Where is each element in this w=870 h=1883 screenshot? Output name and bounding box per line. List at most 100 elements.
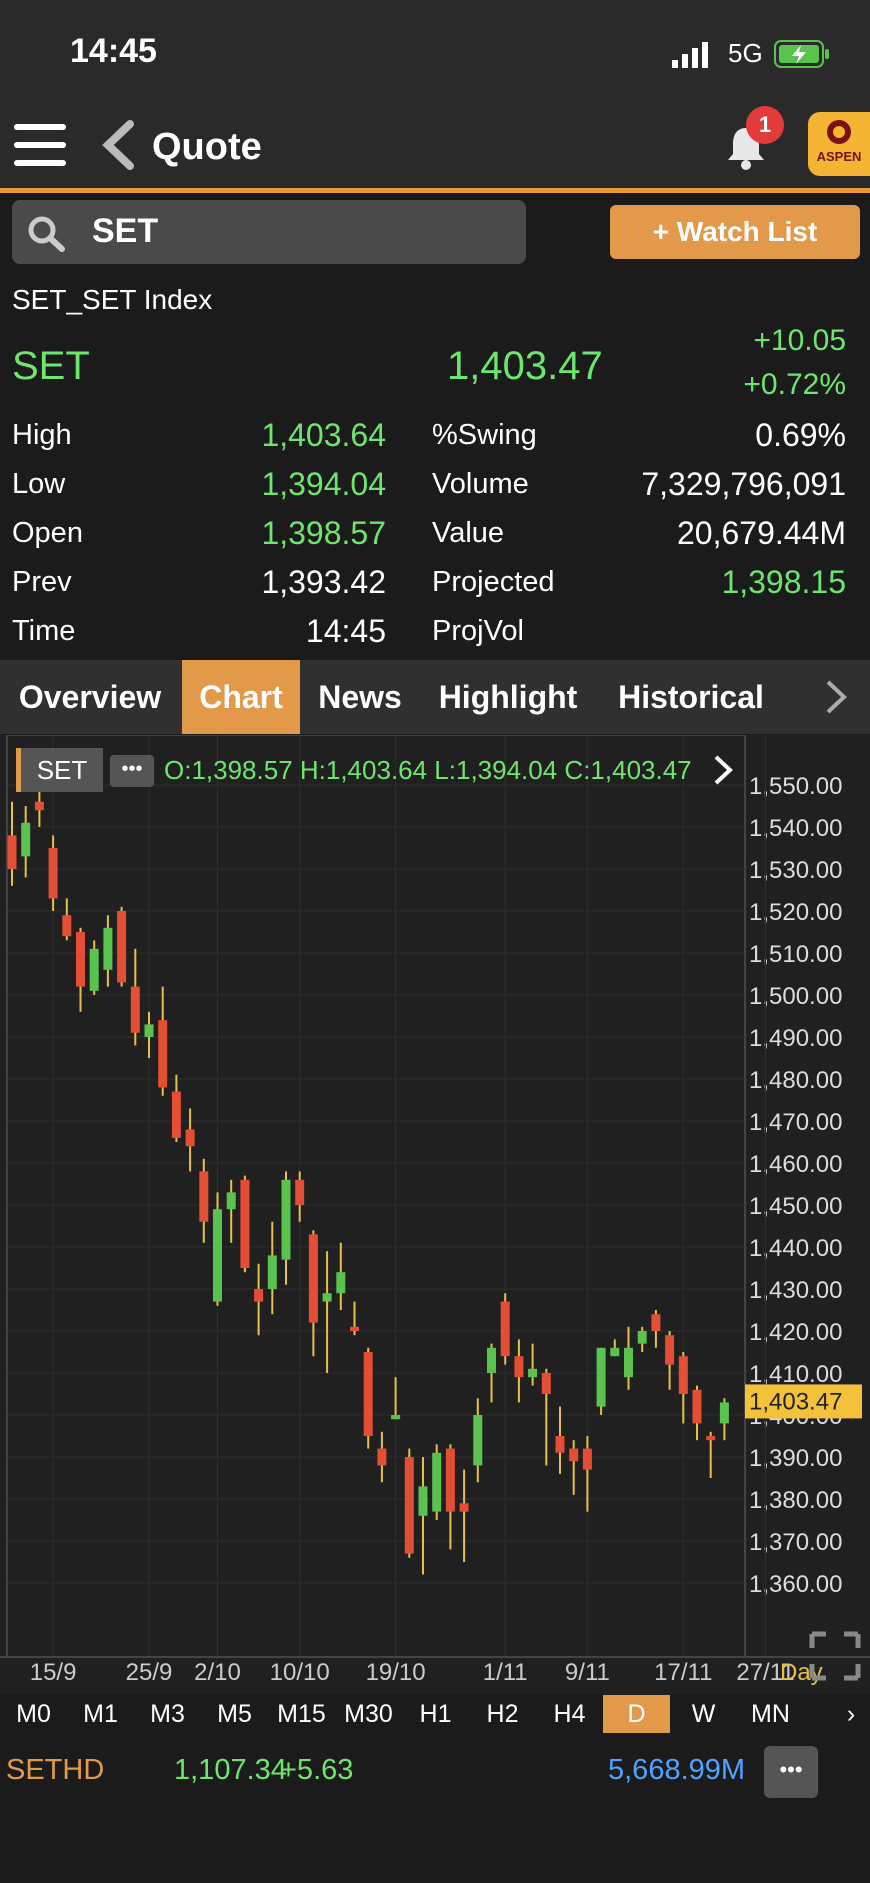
timeframe-scroll-right-icon[interactable]: › <box>846 1700 856 1728</box>
hamburger-menu-icon[interactable] <box>14 122 68 168</box>
tab-news[interactable]: News <box>318 679 402 715</box>
related-volume: 5,668.99M <box>608 1754 746 1786</box>
stat-value-projected: 1,398.15 <box>721 564 846 600</box>
timeframe-w[interactable]: W <box>691 1700 716 1728</box>
candle-down <box>7 835 17 869</box>
candle-up <box>637 1331 647 1344</box>
timeframe-h1[interactable]: H1 <box>419 1700 452 1728</box>
candle-up <box>267 1255 277 1289</box>
price-chart[interactable]: 1,550.00 1,540.00 1,530.00 1,520.00 1,510.00… <box>0 735 870 1695</box>
x-tick-label: 17/11 <box>654 1659 712 1686</box>
x-tick-label: 10/10 <box>270 1659 330 1686</box>
tab-highlight[interactable]: Highlight <box>438 679 578 715</box>
candle-down <box>459 1503 469 1512</box>
candle-down <box>76 932 85 987</box>
stat-label-high: High <box>12 419 72 451</box>
notification-badge: 1 <box>746 106 784 144</box>
stat-label-projvol: ProjVol <box>432 615 524 647</box>
candle-up <box>528 1368 538 1378</box>
quote-tabs: Overview Chart News Highlight Historical <box>0 660 870 734</box>
timeframe-m5[interactable]: M5 <box>217 1700 252 1728</box>
status-bar: 14:45 5G <box>0 0 870 110</box>
stat-value-time: 14:45 <box>305 613 386 649</box>
stat-value-open: 1,398.57 <box>261 515 386 551</box>
app-header: Quote <box>0 110 870 193</box>
timeframe-d[interactable]: D <box>603 1695 670 1733</box>
stat-label-volume: Volume <box>432 468 529 500</box>
y-tick-label: 1,440.00 <box>749 1235 842 1262</box>
candle-down <box>404 1457 414 1554</box>
candle-up <box>322 1293 332 1302</box>
last-price-marker <box>745 1384 862 1419</box>
tabs-scroll-right-icon[interactable] <box>820 678 850 716</box>
timeframe-m1[interactable]: M1 <box>83 1700 118 1728</box>
chart-options-button[interactable]: ••• <box>110 755 154 787</box>
y-tick-label: 1,380.00 <box>749 1487 842 1514</box>
candle-down <box>117 911 127 983</box>
timeframe-m0[interactable]: M0 <box>16 1700 51 1728</box>
timeframe-m15[interactable]: M15 <box>277 1700 326 1728</box>
related-more-button[interactable]: ••• <box>764 1746 818 1798</box>
candle-down <box>240 1179 250 1268</box>
y-tick-label: 1,490.00 <box>749 1025 842 1052</box>
candle-down <box>308 1234 318 1323</box>
candle-down <box>34 801 44 811</box>
y-tick-label: 1,450.00 <box>749 1193 842 1220</box>
y-tick-label: 1,500.00 <box>749 983 842 1010</box>
candlestick-chart[interactable]: 1,550.00 1,540.00 1,530.00 1,520.00 1,510.00… <box>0 735 870 1695</box>
battery-icon <box>774 40 829 68</box>
related-index-row[interactable]: SETHD 1,107.34 +5.63 5,668.99M ••• <box>0 1740 870 1810</box>
network-type: 5G <box>728 38 763 68</box>
tab-historical[interactable]: Historical <box>618 679 764 715</box>
candle-up <box>487 1347 496 1373</box>
candle-down <box>445 1448 455 1512</box>
back-chevron-icon[interactable] <box>100 120 136 170</box>
y-tick-label: 1,460.00 <box>749 1151 842 1178</box>
signal-icon <box>672 42 708 68</box>
candle-down <box>199 1171 209 1222</box>
timeframe-selector: M0 M1 M3 M5 M15 M30 H1 H2 H4 D W MN › <box>0 1695 870 1733</box>
y-tick-label: 1,480.00 <box>749 1067 842 1094</box>
candle-down <box>569 1448 579 1462</box>
stat-label-swing: %Swing <box>432 419 537 451</box>
y-tick-label: 1,420.00 <box>749 1319 842 1346</box>
stat-value-value: 20,679.44M <box>676 515 846 551</box>
tab-chart[interactable]: Chart <box>182 660 300 734</box>
timeframe-m30[interactable]: M30 <box>344 1700 393 1728</box>
candle-down <box>171 1091 181 1138</box>
timeframe-h4[interactable]: H4 <box>553 1700 586 1728</box>
candle-down <box>541 1373 551 1394</box>
y-tick-label: 1,360.00 <box>749 1571 842 1598</box>
broker-logo[interactable]: ASPEN <box>808 112 870 176</box>
candle-down <box>254 1289 264 1302</box>
candle-up <box>624 1347 633 1378</box>
candle-down <box>295 1179 305 1205</box>
candle-up <box>89 948 99 991</box>
stat-value-prev: 1,393.42 <box>261 564 386 600</box>
x-tick-label: 15/9 <box>30 1659 77 1686</box>
candle-down <box>377 1448 387 1466</box>
index-full-name: SET_SET Index <box>12 284 213 315</box>
chart-symbol-chip[interactable]: SET <box>16 748 103 792</box>
candle-down <box>158 1020 168 1088</box>
timeframe-m3[interactable]: M3 <box>150 1700 185 1728</box>
candle-up <box>21 822 31 857</box>
chart-ohlc-readout: O:1,398.57 H:1,403.64 L:1,394.04 C:1,403… <box>164 755 692 785</box>
expand-chart-icon[interactable] <box>808 1630 862 1682</box>
stat-label-projected: Projected <box>432 566 555 598</box>
tab-overview[interactable]: Overview <box>18 679 162 715</box>
add-watch-list-button[interactable]: + Watch List <box>610 205 860 259</box>
candle-down <box>582 1448 592 1470</box>
related-symbol[interactable]: SETHD <box>6 1754 105 1786</box>
ohlc-scroll-right-icon[interactable] <box>710 753 736 787</box>
timeframe-h2[interactable]: H2 <box>486 1700 519 1728</box>
status-time: 14:45 <box>70 32 157 70</box>
candle-up <box>103 927 113 970</box>
candle-down <box>500 1301 510 1357</box>
x-tick-label: 2/10 <box>194 1659 241 1686</box>
last-price-label: 1,403.47 <box>749 1388 842 1415</box>
stat-label-time: Time <box>12 615 76 647</box>
y-tick-label: 1,530.00 <box>749 857 842 884</box>
search-input[interactable]: SET <box>12 200 526 264</box>
timeframe-mn[interactable]: MN <box>751 1700 790 1728</box>
